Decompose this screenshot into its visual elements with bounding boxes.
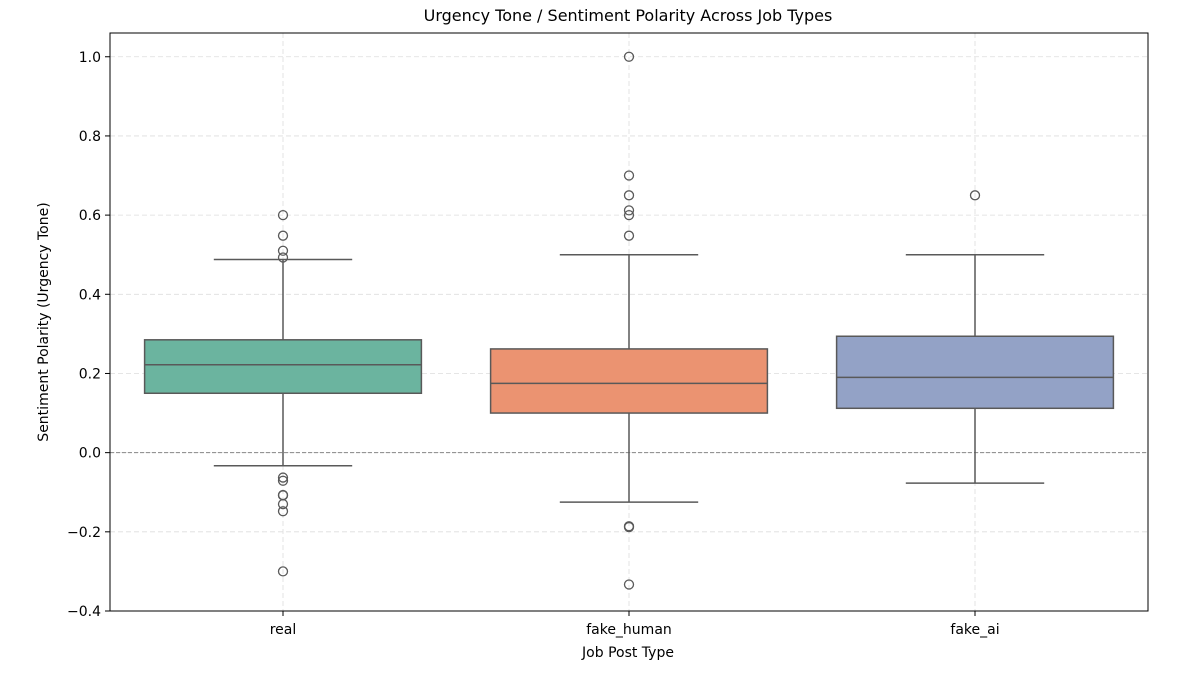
outlier-point — [277, 245, 289, 256]
outlier-point — [623, 170, 635, 181]
chart-title: Urgency Tone / Sentiment Polarity Across… — [424, 6, 833, 25]
box-body — [835, 335, 1115, 410]
x-tick-label: real — [270, 622, 297, 638]
box-body — [489, 348, 769, 414]
outlier-point — [623, 230, 635, 241]
outlier-point — [623, 190, 635, 201]
y-tick-label: 0.0 — [79, 446, 101, 462]
y-axis-label: Sentiment Polarity (Urgency Tone) — [36, 202, 52, 441]
outlier-point — [623, 51, 635, 62]
y-tick-label: −0.4 — [67, 604, 101, 620]
y-tick-label: 0.2 — [79, 366, 101, 382]
outlier-point — [623, 209, 635, 221]
box-fake_human — [489, 51, 769, 590]
outlier-point — [277, 209, 289, 221]
x-tick-label: fake_human — [586, 622, 672, 638]
outlier-point — [277, 475, 289, 486]
outlier-point — [277, 252, 289, 263]
outlier-point — [277, 472, 289, 483]
outlier-point — [969, 190, 981, 201]
y-tick-label: 1.0 — [79, 50, 101, 66]
y-tick-label: 0.4 — [79, 287, 101, 303]
outlier-point — [277, 566, 289, 577]
y-tick-label: 0.8 — [79, 129, 101, 145]
box-body — [143, 339, 423, 395]
x-axis-label: Job Post Type — [581, 645, 674, 661]
outlier-point — [277, 230, 289, 241]
y-tick-label: 0.6 — [79, 208, 101, 224]
box-fake_ai — [835, 190, 1115, 484]
box-layer — [143, 51, 1115, 590]
box-real — [143, 209, 423, 577]
x-tick-label: fake_ai — [950, 622, 999, 638]
y-tick-label: −0.2 — [67, 525, 101, 541]
outlier-point — [623, 205, 635, 216]
outlier-point — [277, 498, 289, 510]
outlier-point — [623, 521, 635, 533]
outlier-point — [277, 506, 289, 517]
outlier-point — [623, 579, 635, 590]
y-axis-ticks: −0.4 −0.2 0.0 0.2 0.4 0.6 0.8 1.0 — [67, 50, 110, 620]
x-axis-ticks: real fake_human fake_ai — [270, 611, 1000, 638]
